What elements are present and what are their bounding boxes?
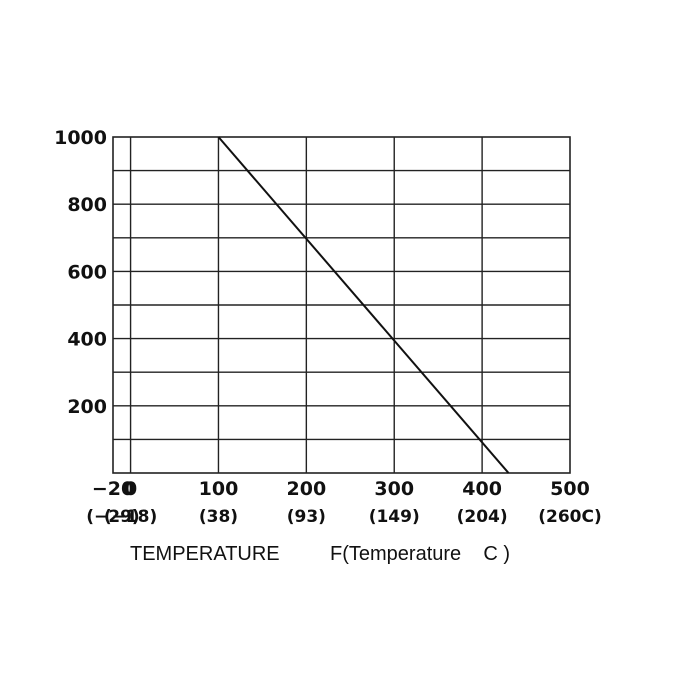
x-tick-label: 300 bbox=[374, 478, 414, 500]
x-tick-sublabel: (−18) bbox=[104, 507, 157, 527]
series-group bbox=[217, 136, 510, 474]
x-axis-label-left: TEMPERATURE bbox=[130, 543, 280, 565]
y-tick-label: 600 bbox=[67, 261, 107, 283]
x-tick-label: 200 bbox=[287, 478, 327, 500]
x-tick-sublabel: (93) bbox=[287, 507, 326, 527]
x-tick-sublabel: (260C) bbox=[538, 507, 602, 527]
x-tick-label: −20 bbox=[92, 478, 134, 500]
x-tick-label: 0 bbox=[124, 478, 137, 500]
y-tick-label: 800 bbox=[67, 194, 107, 216]
y-tick-labels: 200 400 600 800 1000 bbox=[54, 127, 107, 418]
x-tick-labels: −20 (−29) 0 (−18) 100 (38) 200 (93) 300 (149) 400 (… bbox=[86, 478, 601, 527]
y-tick-label: 200 bbox=[67, 396, 107, 418]
series-line bbox=[217, 136, 510, 474]
grid bbox=[112, 136, 571, 474]
x-tick-sublabel: (38) bbox=[199, 507, 238, 527]
y-tick-label: 400 bbox=[67, 329, 107, 351]
x-tick-sublabel: (−29) bbox=[86, 507, 139, 527]
x-tick-label: 100 bbox=[199, 478, 239, 500]
x-tick-sublabel: (149) bbox=[369, 507, 420, 527]
x-axis-label-right: F(Temperature C ) bbox=[330, 543, 510, 565]
x-tick-label: 400 bbox=[462, 478, 502, 500]
x-tick-sublabel: (204) bbox=[457, 507, 508, 527]
x-tick-label: 500 bbox=[550, 478, 590, 500]
y-tick-label: 1000 bbox=[54, 127, 107, 149]
